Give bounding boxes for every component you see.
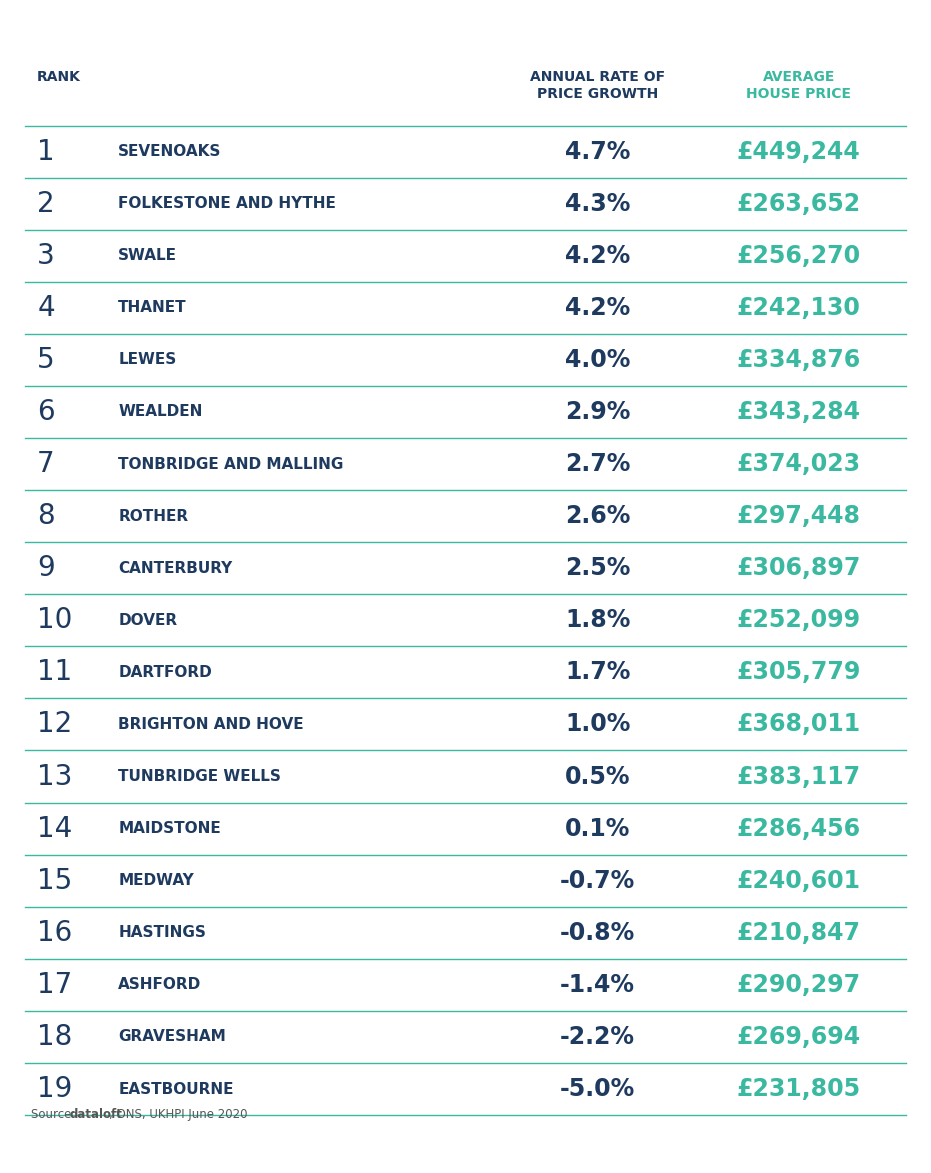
Text: 1: 1 (37, 137, 55, 165)
Text: £305,779: £305,779 (736, 660, 861, 684)
Text: -1.4%: -1.4% (560, 972, 635, 997)
Text: £252,099: £252,099 (736, 609, 861, 632)
Text: 2: 2 (37, 190, 55, 218)
Text: MAIDSTONE: MAIDSTONE (118, 821, 221, 836)
Text: WEALDEN: WEALDEN (118, 405, 203, 420)
Text: EASTBOURNE: EASTBOURNE (118, 1082, 234, 1097)
Text: 1.7%: 1.7% (565, 660, 630, 684)
Text: 1.8%: 1.8% (565, 609, 630, 632)
Text: 4.2%: 4.2% (565, 244, 630, 267)
Text: GRAVESHAM: GRAVESHAM (118, 1030, 226, 1044)
Text: 2.5%: 2.5% (565, 556, 630, 581)
Text: TONBRIDGE AND MALLING: TONBRIDGE AND MALLING (118, 456, 344, 472)
Text: 3: 3 (37, 242, 55, 270)
Text: 4: 4 (37, 293, 55, 321)
Text: £263,652: £263,652 (736, 191, 861, 216)
Text: 1.0%: 1.0% (565, 712, 630, 737)
Text: 0.5%: 0.5% (565, 765, 630, 788)
Text: 4.2%: 4.2% (565, 296, 630, 320)
Text: ASHFORD: ASHFORD (118, 977, 201, 992)
Text: 2.6%: 2.6% (565, 504, 630, 528)
Text: £231,805: £231,805 (736, 1077, 861, 1101)
Text: 10: 10 (37, 606, 73, 635)
Text: TUNBRIDGE WELLS: TUNBRIDGE WELLS (118, 769, 281, 784)
Text: £242,130: £242,130 (736, 296, 861, 320)
Text: HASTINGS: HASTINGS (118, 925, 206, 941)
Text: £286,456: £286,456 (736, 816, 861, 841)
Text: -5.0%: -5.0% (560, 1077, 635, 1101)
Text: 5: 5 (37, 346, 55, 374)
Text: 13: 13 (37, 762, 73, 791)
Text: 16: 16 (37, 918, 73, 947)
Text: FOLKESTONE AND HYTHE: FOLKESTONE AND HYTHE (118, 196, 336, 211)
Text: 9: 9 (37, 554, 55, 582)
Text: £383,117: £383,117 (736, 765, 861, 788)
Text: 14: 14 (37, 814, 73, 842)
Text: £240,601: £240,601 (736, 869, 861, 893)
Text: RANK: RANK (37, 70, 81, 84)
Text: -0.8%: -0.8% (560, 921, 635, 944)
Text: 19: 19 (37, 1074, 73, 1103)
Text: £368,011: £368,011 (736, 712, 861, 737)
Text: £374,023: £374,023 (736, 452, 861, 476)
Text: BRIGHTON AND HOVE: BRIGHTON AND HOVE (118, 717, 304, 732)
Text: £343,284: £343,284 (736, 400, 861, 423)
Text: LEWES: LEWES (118, 352, 177, 367)
Text: DOVER: DOVER (118, 612, 178, 628)
Text: £449,244: £449,244 (737, 140, 860, 163)
Text: AVERAGE
HOUSE PRICE: AVERAGE HOUSE PRICE (747, 70, 851, 101)
Text: £269,694: £269,694 (736, 1025, 861, 1049)
Text: , ONS, UKHPI June 2020: , ONS, UKHPI June 2020 (109, 1107, 248, 1121)
Text: DARTFORD: DARTFORD (118, 665, 212, 680)
Text: 18: 18 (37, 1023, 73, 1051)
Text: dataloft: dataloft (70, 1107, 123, 1121)
Text: 2.9%: 2.9% (565, 400, 630, 423)
Text: 11: 11 (37, 658, 73, 686)
Text: £334,876: £334,876 (736, 348, 861, 372)
Text: £210,847: £210,847 (736, 921, 861, 944)
Text: £306,897: £306,897 (736, 556, 861, 581)
Text: 4.7%: 4.7% (565, 140, 630, 163)
Text: CANTERBURY: CANTERBURY (118, 561, 233, 576)
Text: 0.1%: 0.1% (565, 816, 630, 841)
Text: -0.7%: -0.7% (560, 869, 635, 893)
Text: 2.7%: 2.7% (565, 452, 630, 476)
Text: 4.3%: 4.3% (565, 191, 630, 216)
Text: 15: 15 (37, 867, 73, 895)
Text: 7: 7 (37, 450, 55, 479)
Text: 12: 12 (37, 711, 73, 739)
Text: Source:: Source: (31, 1107, 79, 1121)
Text: 8: 8 (37, 502, 55, 530)
Text: MEDWAY: MEDWAY (118, 873, 194, 888)
Text: ROTHER: ROTHER (118, 509, 188, 523)
Text: SEVENOAKS: SEVENOAKS (118, 144, 222, 160)
Text: THANET: THANET (118, 300, 187, 316)
Text: £290,297: £290,297 (736, 972, 861, 997)
Text: -2.2%: -2.2% (560, 1025, 635, 1049)
Text: £297,448: £297,448 (736, 504, 861, 528)
Text: 4.0%: 4.0% (565, 348, 630, 372)
Text: 17: 17 (37, 971, 73, 999)
Text: SWALE: SWALE (118, 249, 177, 263)
Text: 6: 6 (37, 398, 55, 426)
Text: ANNUAL RATE OF
PRICE GROWTH: ANNUAL RATE OF PRICE GROWTH (530, 70, 666, 101)
Text: £256,270: £256,270 (736, 244, 861, 267)
